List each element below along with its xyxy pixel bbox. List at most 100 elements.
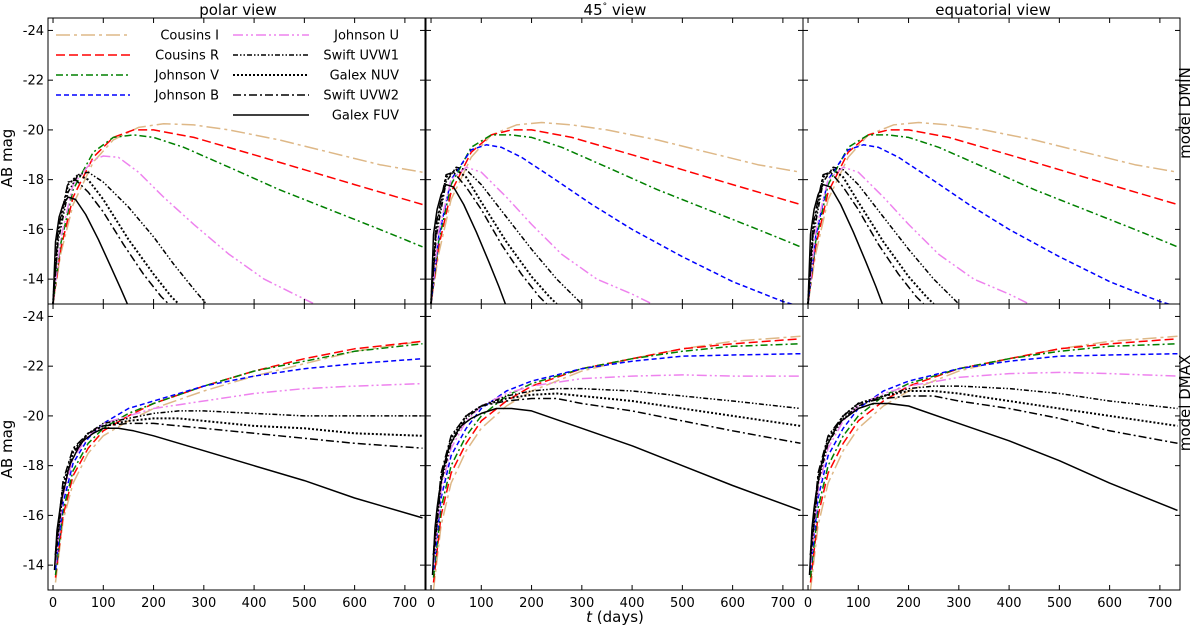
x-tick-label: 500 — [292, 596, 317, 611]
panel-grid: -14 -16 -18 -20 -22 -24 0 100 200 300 400 500 600 700… — [23, 17, 1181, 611]
row-label-dmax: model DMAX — [1176, 355, 1194, 452]
panel-r1-c2: 0 100 200 300 400 500 600 700 — [802, 303, 1181, 611]
series-line-galex-fuv — [808, 402, 1178, 576]
y-tick-label: -18 — [23, 173, 44, 188]
series-line-swift-uvw1 — [807, 166, 960, 304]
x-tick-label: 300 — [946, 596, 971, 611]
legend-label-swift-uvw1: Swift UVW1 — [323, 49, 399, 64]
panel-r1-c0: 0 100 200 300 400 500 600 700 -14 -16 -18 -20 -22 -24 — [23, 303, 426, 611]
series-line-galex-fuv — [52, 196, 129, 304]
series-line-johnson-b — [432, 352, 801, 571]
series-line-johnson-u — [809, 371, 1178, 566]
y-tick-label: -24 — [23, 24, 44, 39]
series-line-swift-uvw2 — [807, 171, 925, 304]
column-title-45deg-number: 45 — [584, 1, 603, 19]
panel-r0-c1 — [425, 17, 804, 305]
x-tick-label: 600 — [1097, 596, 1122, 611]
y-tick-label: -22 — [23, 360, 44, 375]
legend-label-galex-nuv: Galex NUV — [330, 69, 399, 84]
series-line-cousins-i — [807, 121, 1178, 304]
column-title-equatorial: equatorial view — [935, 1, 1051, 19]
legend-label-galex-fuv: Galex FUV — [332, 109, 399, 124]
x-tick-label: 400 — [997, 596, 1022, 611]
series-line-swift-uvw2 — [430, 171, 548, 304]
x-tick-label: 200 — [896, 596, 921, 611]
series-line-johnson-b — [54, 357, 423, 571]
x-tick-label: 100 — [846, 596, 871, 611]
x-tick-label: 100 — [469, 596, 494, 611]
legend: Cousins I Cousins R Johnson V Johnson B John… — [56, 29, 399, 124]
x-tick-label: 0 — [427, 596, 435, 611]
panel-frame — [802, 303, 1181, 591]
series-line-galex-fuv — [807, 183, 884, 304]
series-line-galex-nuv — [54, 417, 423, 556]
series-line-johnson-u — [432, 374, 801, 566]
panel-frame — [47, 303, 426, 591]
column-title-45deg: 45° view — [584, 1, 647, 19]
series-line-cousins-r — [54, 340, 423, 578]
panel-r0-c0: -14 -16 -18 -20 -22 -24 — [23, 17, 426, 305]
x-tick-label: 300 — [569, 596, 594, 611]
series-line-swift-uvw2 — [54, 422, 423, 553]
panel-series-group — [807, 121, 1178, 304]
series-line-cousins-r — [807, 129, 1178, 304]
x-tick-label: 600 — [720, 596, 745, 611]
series-line-johnson-u — [52, 155, 315, 304]
series-line-swift-uvw1 — [809, 385, 1178, 561]
series-line-cousins-r — [809, 338, 1178, 583]
series-line-cousins-i — [430, 121, 801, 304]
series-line-cousins-i — [52, 122, 423, 304]
x-tick-label: 500 — [1047, 596, 1072, 611]
series-line-cousins-i — [809, 335, 1178, 590]
series-line-johnson-b — [430, 144, 795, 304]
x-tick-label: 500 — [670, 596, 695, 611]
series-line-swift-uvw2 — [432, 397, 801, 553]
panel-frame — [425, 303, 804, 591]
y-tick-label: -22 — [23, 74, 44, 89]
series-line-johnson-v — [807, 134, 1178, 304]
legend-label-johnson-b: Johnson B — [154, 89, 219, 104]
y-tick-label: -24 — [23, 310, 44, 325]
y-tick-label: -18 — [23, 459, 44, 474]
series-line-johnson-u — [430, 166, 653, 304]
series-line-johnson-b — [809, 352, 1178, 571]
column-title-45deg-rest: view — [607, 1, 646, 19]
x-tick-label: 100 — [91, 596, 116, 611]
legend-label-cousins-r: Cousins R — [155, 49, 219, 64]
series-line-swift-uvw1 — [430, 166, 583, 304]
panel-frame — [425, 17, 804, 305]
y-tick-label: -16 — [23, 223, 44, 238]
x-tick-label: 700 — [392, 596, 417, 611]
x-axis-label-unit: (days) — [592, 608, 644, 626]
y-tick-label: -14 — [23, 559, 44, 574]
panel-r0-c2 — [802, 17, 1181, 305]
x-tick-label: 200 — [519, 596, 544, 611]
column-title-polar: polar view — [199, 1, 277, 19]
x-tick-label: 700 — [770, 596, 795, 611]
x-tick-label: 0 — [804, 596, 812, 611]
row-label-dmin: model DMIN — [1176, 67, 1194, 159]
x-axis-label: t (days) — [586, 608, 644, 626]
series-line-cousins-i — [54, 340, 423, 583]
series-line-johnson-v — [430, 134, 801, 304]
panel-frame — [802, 17, 1181, 305]
panel-series-group — [53, 340, 423, 583]
legend-label-johnson-v: Johnson V — [154, 69, 219, 84]
series-line-cousins-r — [430, 129, 801, 304]
series-line-galex-fuv — [431, 407, 801, 576]
x-axis-label-variable: t — [586, 608, 593, 626]
x-tick-label: 700 — [1147, 596, 1172, 611]
series-line-johnson-v — [809, 343, 1178, 578]
panel-series-group — [808, 335, 1178, 590]
panel-r1-c1: 0 100 200 300 400 500 600 700 — [425, 303, 804, 611]
panel-series-group — [430, 121, 801, 304]
series-line-johnson-v — [52, 134, 423, 304]
y-tick-label: -16 — [23, 509, 44, 524]
y-axis-label-top: AB mag — [0, 129, 16, 188]
x-tick-label: 400 — [620, 596, 645, 611]
series-line-galex-fuv — [430, 183, 507, 304]
series-line-johnson-v — [54, 343, 423, 576]
x-tick-label: 0 — [49, 596, 57, 611]
x-tick-label: 400 — [242, 596, 267, 611]
